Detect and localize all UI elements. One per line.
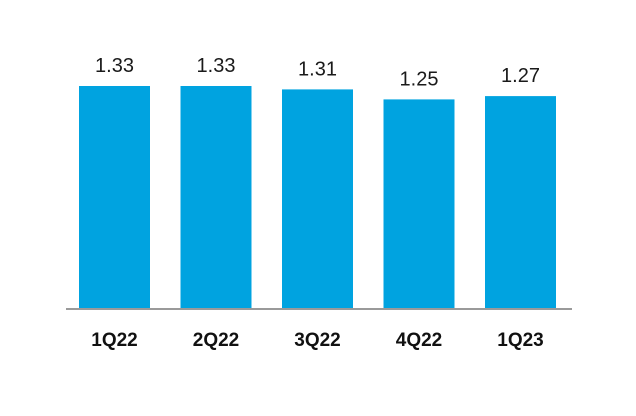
- category-label-1q23: 1Q23: [497, 330, 543, 351]
- category-label-3q22: 3Q22: [294, 330, 340, 351]
- bar-1q22: [79, 86, 150, 309]
- bar-3q22: [282, 89, 353, 310]
- value-label-1q22: 1.33: [95, 55, 134, 77]
- category-label-2q22: 2Q22: [193, 330, 239, 351]
- category-labels-group: 1Q22 2Q22 3Q22 4Q22 1Q23: [91, 330, 543, 351]
- value-label-1q23: 1.27: [501, 65, 540, 87]
- category-label-4q22: 4Q22: [396, 330, 442, 351]
- category-label-1q22: 1Q22: [91, 330, 137, 351]
- bar-1q23: [485, 96, 556, 309]
- bar-2q22: [180, 86, 252, 309]
- value-labels-group: 1.33 1.33 1.31 1.25 1.27: [95, 55, 540, 90]
- value-label-3q22: 1.31: [298, 58, 337, 80]
- value-label-4q22: 1.25: [400, 68, 439, 90]
- bar-4q22: [383, 99, 455, 310]
- bars-group: [79, 86, 556, 310]
- value-label-2q22: 1.33: [197, 55, 236, 77]
